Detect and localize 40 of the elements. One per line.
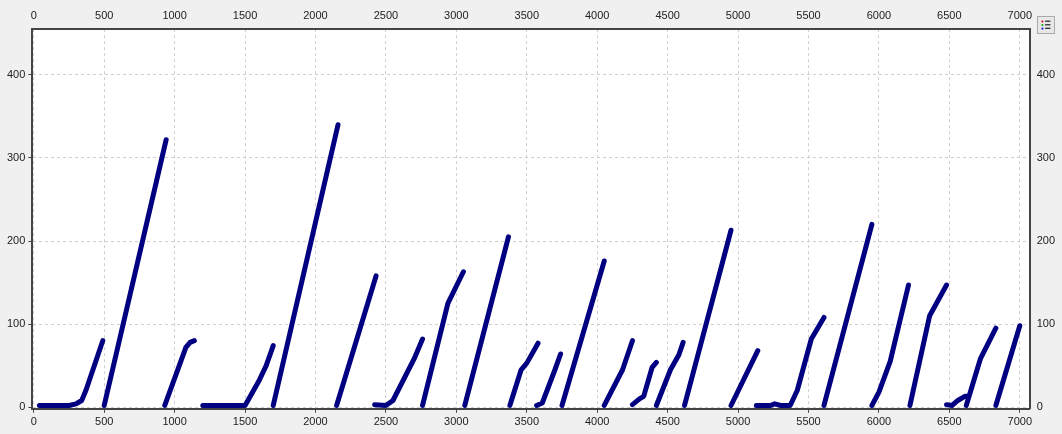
y2-tick-label: 100: [1036, 317, 1056, 330]
x-tick-label: 4500: [655, 415, 680, 428]
x2-tick-label: 6000: [866, 8, 892, 21]
y-tick-label: 200: [6, 234, 26, 247]
y2-tick-label: 300: [1036, 150, 1056, 163]
y-tick-label: 0: [19, 400, 26, 413]
x-tick-label: 6000: [866, 415, 892, 428]
x-tick-label: 3500: [514, 415, 540, 428]
x-tick-label: 7000: [1007, 415, 1033, 428]
x2-tick-label: 6500: [937, 8, 962, 21]
x2-tick-label: 5000: [725, 8, 751, 21]
x-tick-label: 3000: [444, 415, 469, 428]
x2-tick-label: 0: [30, 8, 37, 21]
x2-tick-label: 4000: [584, 8, 610, 21]
x-tick-label: 500: [95, 415, 114, 428]
x2-tick-label: 1000: [162, 8, 187, 21]
x-tick-label: 2500: [373, 415, 399, 428]
x-tick-label: 0: [30, 415, 37, 428]
y2-tick-label: 200: [1036, 234, 1056, 247]
x2-tick-label: 1500: [232, 8, 258, 21]
x2-tick-label: 3500: [514, 8, 540, 21]
x2-tick-label: 2000: [303, 8, 328, 21]
x2-tick-label: 4500: [655, 8, 680, 21]
y-tick-label: 300: [6, 150, 26, 163]
x2-tick-label: 5500: [796, 8, 821, 21]
y-tick-label: 100: [6, 317, 26, 330]
x-tick-label: 5000: [725, 415, 751, 428]
x-tick-label: 1000: [162, 415, 187, 428]
y-tick-label: 400: [6, 67, 26, 80]
x-tick-label: 2000: [303, 415, 328, 428]
x-tick-label: 5500: [796, 415, 821, 428]
x2-tick-label: 500: [95, 8, 114, 21]
x2-tick-label: 3000: [444, 8, 469, 21]
x2-tick-label: 2500: [373, 8, 399, 21]
x-tick-label: 4000: [584, 415, 610, 428]
y2-tick-label: 0: [1036, 400, 1043, 413]
x-tick-label: 6500: [937, 415, 962, 428]
y2-tick-label: 400: [1036, 67, 1056, 80]
x2-tick-label: 7000: [1007, 8, 1033, 21]
x-tick-label: 1500: [232, 415, 258, 428]
